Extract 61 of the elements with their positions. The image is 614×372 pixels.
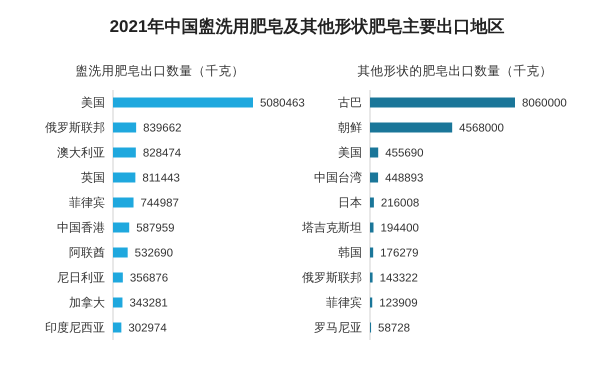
data-label: 58728 <box>378 322 410 334</box>
bar <box>113 248 128 258</box>
data-label: 828474 <box>142 148 182 160</box>
y-tick-label: 菲律宾 <box>326 296 362 310</box>
y-tick-label: 日本 <box>338 196 362 210</box>
data-label: 532690 <box>134 248 174 260</box>
data-label: 744987 <box>140 198 179 210</box>
y-tick-label: 阿联酋 <box>69 246 105 260</box>
data-label: 343281 <box>129 298 168 310</box>
data-label: 5080463 <box>260 98 305 110</box>
data-label: 176279 <box>380 248 419 260</box>
bar <box>370 172 378 182</box>
data-label: 194400 <box>380 222 419 234</box>
y-tick-label: 美国 <box>81 96 105 110</box>
y-tick-label: 古巴 <box>338 96 362 110</box>
chart-subtitle: 盥洗用肥皂出口数量（千克） <box>76 64 244 78</box>
data-label: 216008 <box>380 198 420 210</box>
data-label: 8060000 <box>522 98 567 110</box>
bar <box>370 248 374 258</box>
y-tick-label: 英国 <box>81 170 105 184</box>
data-label: 123909 <box>379 298 418 310</box>
bar <box>113 272 123 282</box>
y-tick-label: 中国台湾 <box>314 170 362 184</box>
bar <box>370 272 373 282</box>
bar <box>113 298 122 308</box>
y-tick-label: 中国香港 <box>57 220 105 234</box>
y-tick-label: 美国 <box>338 146 362 160</box>
y-tick-label: 澳大利亚 <box>57 146 105 160</box>
data-label: 448893 <box>385 172 424 184</box>
chart-subtitle: 其他形状的肥皂出口数量（千克） <box>358 64 552 78</box>
y-tick-label: 加拿大 <box>69 296 105 310</box>
y-tick-label: 塔吉克斯坦 <box>301 220 362 234</box>
bar <box>370 122 452 132</box>
y-tick-label: 韩国 <box>338 246 362 260</box>
data-label: 356876 <box>130 272 168 284</box>
bar <box>113 172 136 182</box>
y-tick-label: 印度尼西亚 <box>45 320 105 334</box>
text: 2021年中国盥洗用肥皂及其他形状肥皂主要出口地区 <box>110 17 504 36</box>
data-label: 302974 <box>128 322 168 334</box>
data-label: 839662 <box>143 122 182 134</box>
y-tick-label: 菲律宾 <box>69 196 105 210</box>
y-tick-label: 尼日利亚 <box>57 270 105 284</box>
bar <box>370 148 378 158</box>
data-label: 4568000 <box>459 122 504 134</box>
bar <box>113 148 136 158</box>
bar <box>370 98 515 108</box>
data-label: 587959 <box>136 222 175 234</box>
y-tick-label: 俄罗斯联邦 <box>45 120 105 134</box>
bar <box>113 222 130 232</box>
bar <box>113 198 134 208</box>
bar <box>113 122 136 132</box>
bar <box>370 198 374 208</box>
data-label: 143322 <box>380 272 418 284</box>
data-label: 455690 <box>385 148 424 160</box>
bar <box>113 98 253 108</box>
bar <box>113 322 122 332</box>
y-tick-label: 朝鲜 <box>338 120 362 134</box>
bar <box>370 222 374 232</box>
y-tick-label: 罗马尼亚 <box>314 320 362 334</box>
y-tick-label: 俄罗斯联邦 <box>302 270 362 284</box>
data-label: 811443 <box>142 172 180 184</box>
